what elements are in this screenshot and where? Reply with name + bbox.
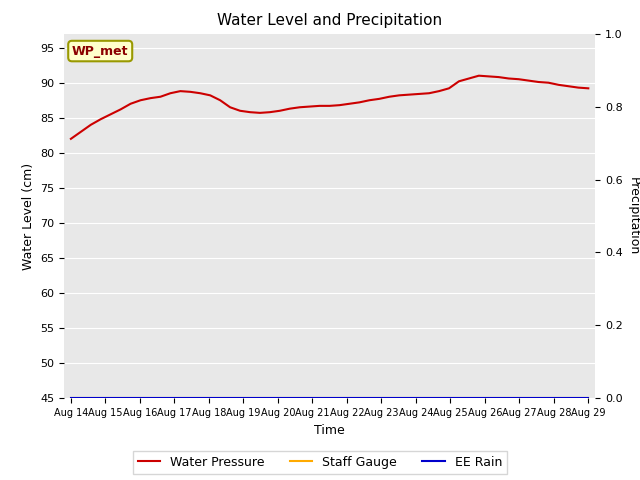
Water Pressure — [365, 97, 373, 103]
Water Pressure — [534, 79, 542, 85]
Water Pressure — [206, 93, 214, 98]
Water Pressure — [465, 76, 473, 82]
Water Pressure — [584, 85, 592, 91]
Water Pressure — [396, 93, 403, 98]
Legend: Water Pressure, Staff Gauge, EE Rain: Water Pressure, Staff Gauge, EE Rain — [133, 451, 507, 474]
Water Pressure — [67, 136, 75, 142]
Text: WP_met: WP_met — [72, 45, 129, 58]
X-axis label: Time: Time — [314, 424, 345, 437]
Water Pressure — [475, 73, 483, 79]
Line: Water Pressure: Water Pressure — [71, 76, 588, 139]
Title: Water Level and Precipitation: Water Level and Precipitation — [217, 13, 442, 28]
Y-axis label: Water Level (cm): Water Level (cm) — [22, 162, 35, 270]
Y-axis label: Precipitation: Precipitation — [627, 177, 639, 255]
Water Pressure — [376, 96, 383, 102]
